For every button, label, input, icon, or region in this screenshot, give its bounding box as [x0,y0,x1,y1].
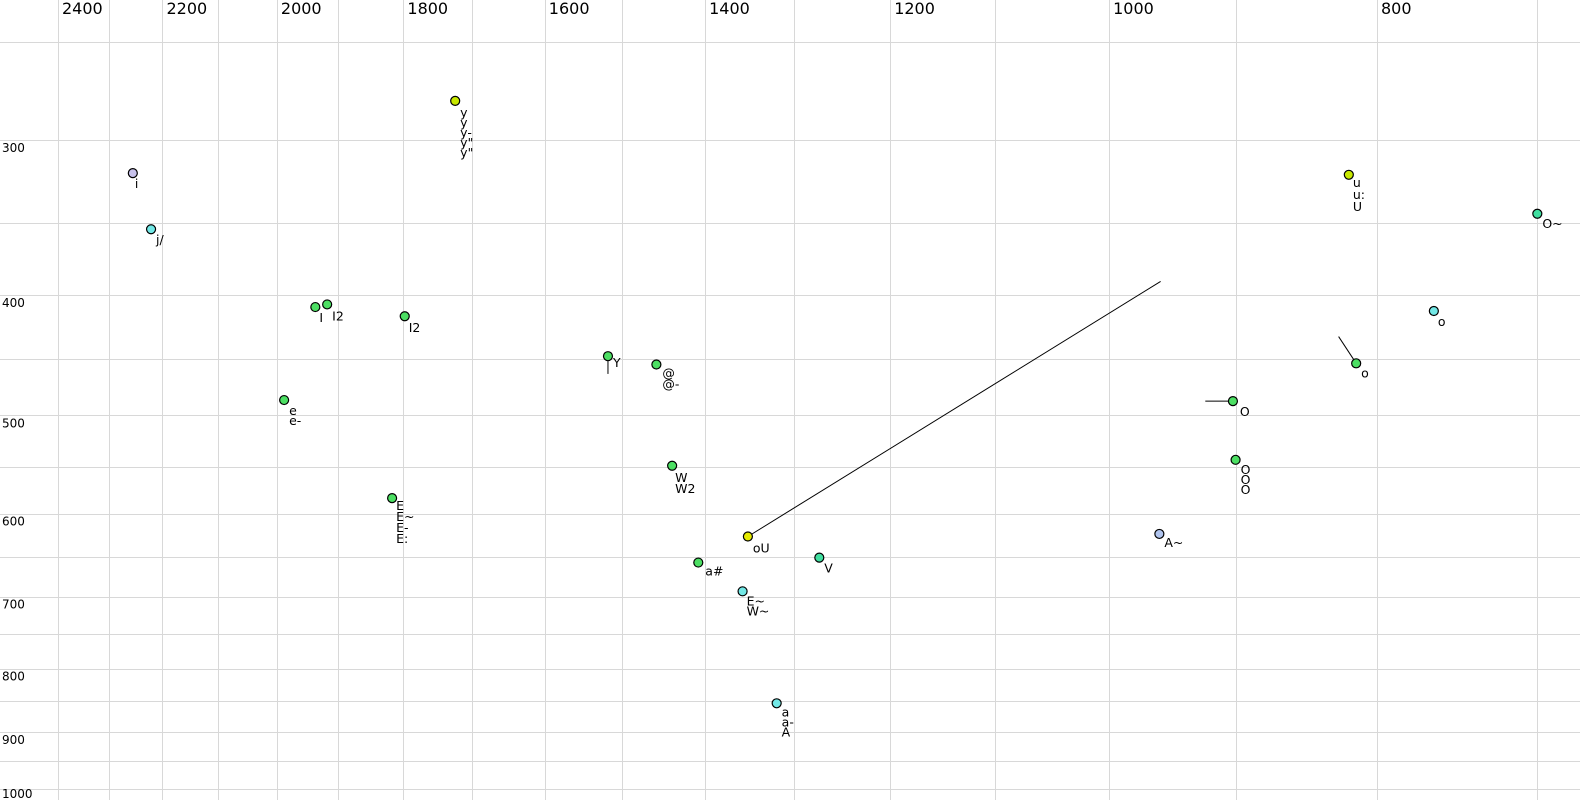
y-tick-label: 400 [2,296,25,310]
data-point-dot-i [127,168,138,179]
x-tick-label: 2200 [166,0,207,18]
x-tick-label: 1000 [1113,0,1154,18]
data-point-label-i: i [135,176,138,191]
y-tick-label: 800 [2,670,25,684]
data-point-dot-E [387,493,398,504]
trajectory-line-oU [747,281,1161,537]
data-point-label-E-nasal: W~ [747,603,770,618]
data-point-dot-V [814,552,825,563]
data-point-label-u: U [1353,199,1362,214]
data-point-label-y: y [460,115,468,130]
data-point-dot-schwa [651,359,662,370]
data-point-dot-e [279,394,290,406]
data-point-dot-j-slash [145,224,157,235]
x-axis-tick-labels: 2400 2200 2000 1800 1600 1400 1200 1000 800 [62,0,1412,18]
data-point-label-E-nasal: E~ [747,593,765,608]
data-point-dot-o-alt [1428,305,1439,317]
data-point-label-I2: I2 [332,308,344,323]
data-point-label-y: y- [460,125,472,140]
y-tick-label: 300 [2,141,25,155]
data-point-label-E: E [396,498,404,513]
y-tick-label: 500 [2,416,25,430]
y-tick-label: 900 [2,733,25,747]
data-point-label-E: E: [396,531,408,546]
data-point-label-oU: oU [753,541,770,556]
data-point-dot-u [1343,169,1354,180]
data-point-label-I: I [319,310,323,325]
data-point-label-E: E~ [396,509,414,524]
data-point-label-A-nasal: A~ [1164,535,1183,550]
data-point-label-o-alt: o [1438,314,1446,329]
data-point-label-schwa: @- [662,377,679,392]
data-point-label-e: e [289,403,297,418]
data-point-label-y: y [460,105,468,120]
data-point-label-e: e- [289,413,301,428]
data-point-label-O-group: O [1241,482,1251,497]
data-point-label-u: u: [1353,187,1365,202]
data-point-label-y: y" [460,145,473,160]
data-point-dot-O-group [1230,454,1241,465]
data-point-label-E: E- [396,520,408,535]
data-point-label-j-slash: j/ [155,232,164,247]
data-point-label-u: u [1353,175,1361,190]
data-point-label-W: W [675,470,687,485]
data-point-label-V: V [824,561,833,576]
data-point-dot-o [1351,358,1362,369]
x-tick-label: 1600 [549,0,590,18]
data-point-label-a: a- [782,714,794,729]
trajectory-line-o [1338,336,1357,364]
y-tick-label: 1000 [2,787,33,800]
data-point-label-o: o [1361,365,1369,380]
data-point-label-schwa: @ [662,366,675,381]
x-tick-label: 1200 [894,0,935,18]
x-tick-label: 800 [1381,0,1412,18]
data-point-label-O-group: O [1241,462,1251,477]
x-tick-label: 1800 [407,0,448,18]
data-point-label-a: A [782,724,791,739]
x-tick-label: 2000 [281,0,322,18]
y-tick-label: 700 [2,598,25,612]
data-point-dot-I2-alt [399,311,410,322]
data-point-dot-E-nasal [737,586,748,597]
data-point-label-O: O [1240,404,1250,419]
data-point-dot-O [1227,396,1239,407]
data-point-dot-O-nasal [1532,208,1543,219]
data-point-dot-y [450,95,461,106]
data-points [127,95,1543,709]
data-point-dot-I2 [322,299,333,310]
data-point-dot-a [771,698,782,709]
data-point-label-a-hash: a# [705,564,723,579]
x-tick-label: 2400 [62,0,103,18]
data-point-label-a: a [782,704,790,719]
data-point-label-O-group: O [1241,472,1251,487]
y-axis-tick-labels: 300 400 500 600 700 800 900 1000 [2,141,33,800]
data-point-dot-a-hash [693,557,704,568]
data-point-label-O-nasal: O~ [1542,216,1562,231]
data-point-label-Y: Y [612,355,621,370]
y-tick-label: 600 [2,515,25,529]
data-point-label-W: W2 [675,481,695,496]
data-point-dot-A-nasal [1154,528,1165,540]
data-point-dot-oU [742,531,753,542]
data-point-label-y: y" [460,135,473,150]
data-point-dot-W [667,460,678,471]
data-point-dot-Y [602,351,614,362]
data-point-dot-I [310,301,321,313]
x-tick-label: 1400 [709,0,750,18]
data-point-label-I2-alt: I2 [409,320,421,335]
